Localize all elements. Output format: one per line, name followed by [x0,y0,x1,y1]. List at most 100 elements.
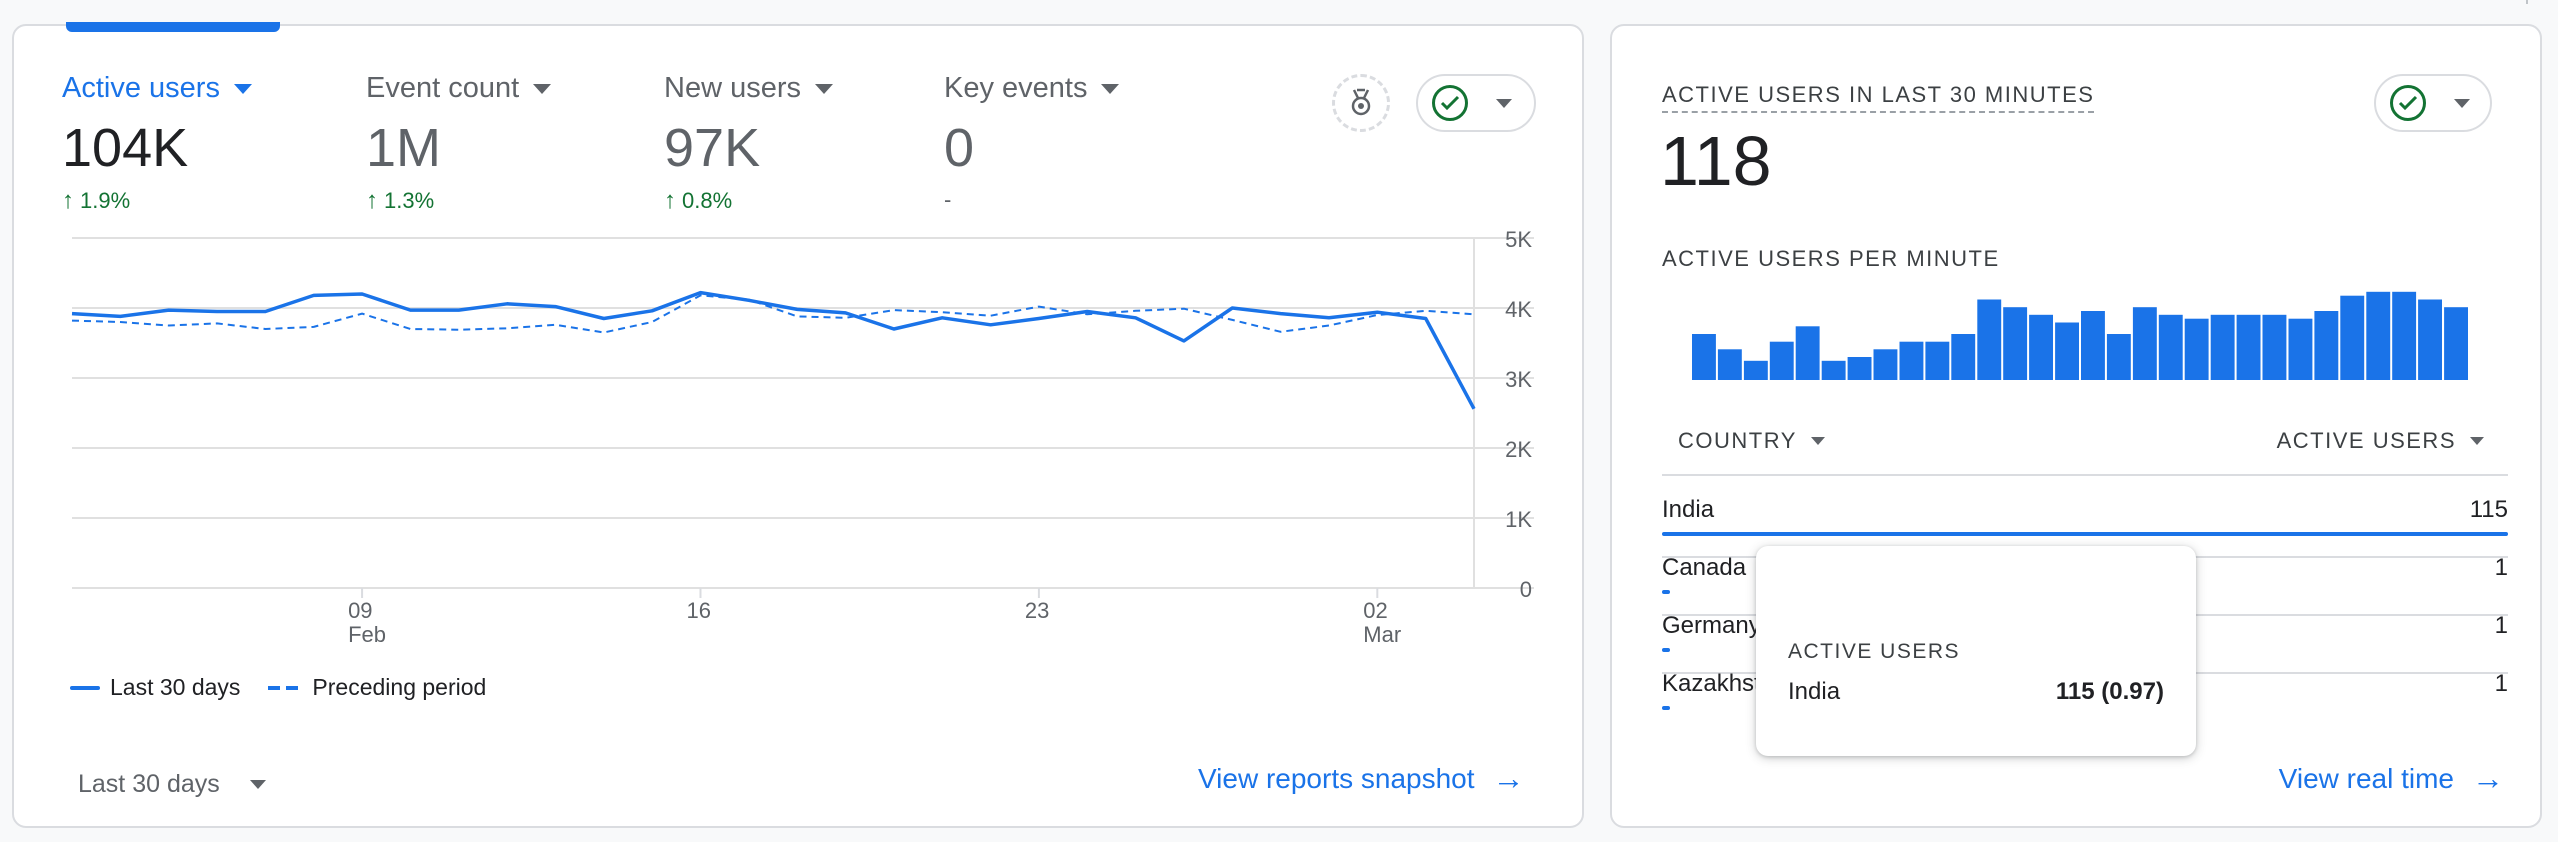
minute-bar[interactable] [1977,299,2002,381]
metric-value: 97K [664,118,761,178]
scroll-indicator [2526,0,2528,4]
minute-bar[interactable] [2003,307,2028,380]
dropdown-caret-icon [233,83,252,94]
metric-change-text: - [944,187,952,212]
dropdown-caret-icon [2470,437,2484,445]
column-header-label: ACTIVE USERS [2276,428,2456,453]
row-share-bar [1662,532,2508,536]
metric-value: 0 [944,118,975,178]
minute-bar[interactable] [2158,314,2183,380]
minute-bar[interactable] [1847,357,1872,380]
metric-label-new-users[interactable]: New users [664,72,833,105]
metric-label-text: Event count [366,72,520,104]
column-header-active-users[interactable]: ACTIVE USERS [2277,428,2484,454]
minute-bar[interactable] [1795,326,1820,380]
selected-tab-indicator [66,22,280,32]
metric-tab-event-count[interactable]: Event count 1M ↑ 1.3% [366,72,552,215]
dropdown-caret-icon [1101,83,1120,94]
minute-bar[interactable] [2366,291,2391,380]
view-real-time-link[interactable]: View real time → [2279,760,2504,797]
row-share-bar [1662,590,1670,594]
dropdown-caret-icon [815,83,833,94]
arrow-up-icon: ↑ [366,187,378,214]
dropdown-caret-icon [249,780,266,789]
check-circle-icon [1432,85,1468,121]
metric-label-active-users[interactable]: Active users [62,72,252,105]
minute-bar[interactable] [2262,314,2287,380]
legend-swatch-dashed [268,685,303,690]
row-country: Canada [1662,554,1747,581]
minute-bar[interactable] [1899,341,1924,380]
x-tick-label-day: 09 [348,598,372,623]
minute-bar[interactable] [1873,349,1898,380]
series-line-preceding-period [71,294,1475,334]
table-row[interactable]: Canada 1 [1662,544,2508,600]
tooltip-heading: ACTIVE USERS [1788,640,1961,663]
y-tick-label: 2K [1505,437,1532,462]
chart-legend: Last 30 days Preceding period [70,674,486,701]
minute-bar[interactable] [1692,334,1716,380]
realtime-value: 118 [1660,122,1772,200]
compare-status-dropdown[interactable] [1416,74,1536,132]
realtime-title[interactable]: ACTIVE USERS IN LAST 30 MINUTES [1662,82,2095,113]
minute-bar[interactable] [1951,334,1976,380]
x-tick-label-day: 16 [686,598,710,623]
minute-bar[interactable] [2288,318,2313,380]
check-circle-icon [2390,85,2426,121]
metric-change: ↑ 1.3% [366,187,551,215]
series-line-last-30-days [71,290,1476,410]
minute-bar[interactable] [2418,299,2442,381]
metric-tab-new-users[interactable]: New users 97K ↑ 0.8% [664,72,833,215]
table-row[interactable]: Germany 1 [1662,602,2508,658]
minute-bar[interactable] [1769,341,1794,380]
minute-bar[interactable] [2314,311,2339,380]
realtime-status-dropdown[interactable] [2374,74,2492,132]
tooltip-value: 115 (0.97) [2055,678,2164,705]
row-count: 1 [2494,670,2508,697]
minute-bar[interactable] [2392,291,2417,380]
row-count: 1 [2494,612,2508,639]
x-tick-label-day: 02 [1363,598,1387,623]
column-header-country[interactable]: COUNTRY [1678,428,1825,454]
medal-icon [1351,88,1371,116]
minute-bar[interactable] [2106,334,2131,380]
minute-bar[interactable] [2029,314,2053,380]
metric-tab-key-events[interactable]: Key events 0 - [944,72,1120,213]
per-minute-bar-chart [1692,291,2468,381]
minute-bar[interactable] [2340,295,2365,380]
metric-label-text: Key events [944,72,1088,104]
table-row[interactable]: India 115 [1662,486,2508,542]
row-share-bar [1662,706,1670,710]
minute-bar[interactable] [2210,314,2235,380]
metric-change-text: 1.3% [384,188,435,213]
minute-bar[interactable] [2236,314,2261,380]
insights-badge-icon[interactable] [1332,74,1390,132]
minute-bar[interactable] [2444,307,2468,380]
y-tick-label: 3K [1505,367,1532,392]
minute-bar[interactable] [1925,341,1950,380]
x-tick-label-day: 23 [1025,598,1049,623]
date-range-dropdown[interactable]: Last 30 days [78,770,266,799]
minute-bar[interactable] [2132,307,2157,380]
minute-bar[interactable] [1743,360,1768,380]
date-range-label: Last 30 days [78,770,220,798]
metric-label-event-count[interactable]: Event count [366,72,552,105]
view-reports-snapshot-link[interactable]: View reports snapshot → [1198,760,1525,797]
minute-bar[interactable] [2081,311,2105,380]
minute-bar[interactable] [2184,318,2209,380]
legend-label-current: Last 30 days [110,674,241,700]
arrow-right-icon: → [2472,760,2504,796]
metric-label-key-events[interactable]: Key events [944,72,1120,105]
minute-bar[interactable] [2055,322,2079,381]
arrow-right-icon: → [1492,760,1525,796]
y-tick-label: 5K [1505,227,1532,252]
per-minute-label: ACTIVE USERS PER MINUTE [1662,246,2000,271]
metric-change: ↑ 0.8% [664,187,833,215]
y-tick-label: 4K [1505,297,1532,322]
y-tick-label: 0 [1520,577,1532,602]
minute-bar[interactable] [1717,349,1742,380]
x-tick-label-month: Mar [1363,622,1401,647]
minute-bar[interactable] [1821,360,1846,380]
metric-tab-active-users[interactable]: Active users 104K ↑ 1.9% [62,72,252,215]
